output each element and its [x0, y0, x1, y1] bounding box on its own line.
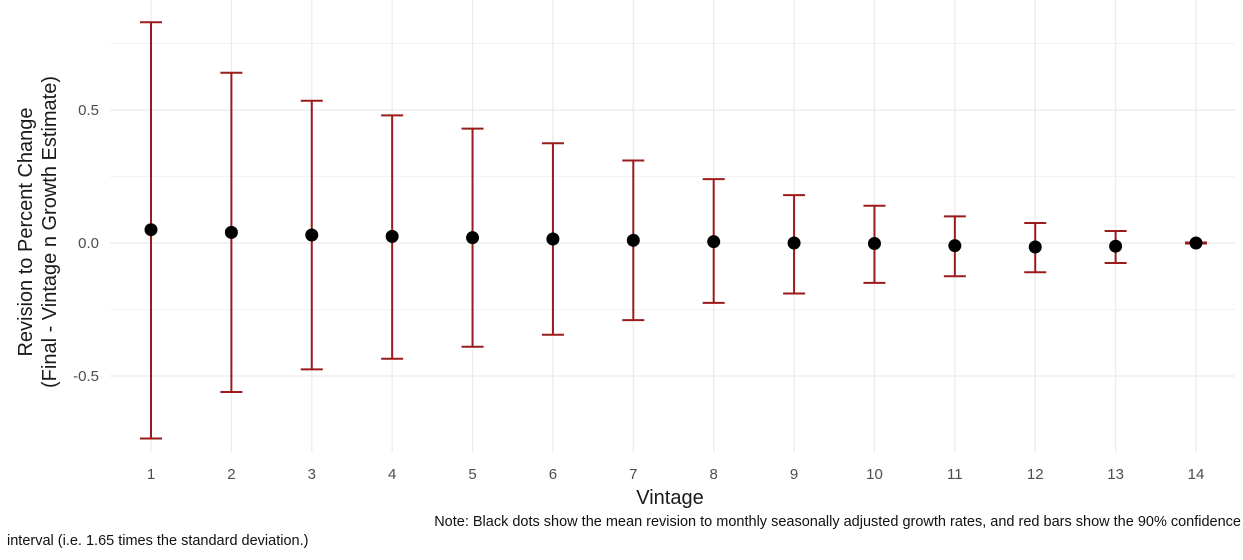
y-axis-label: Revision to Percent Change (Final - Vint…	[15, 76, 61, 388]
mean-point	[626, 233, 640, 247]
mean-point	[787, 236, 801, 250]
mean-point	[305, 228, 319, 242]
mean-point	[1189, 236, 1203, 250]
y-axis-label-line1: Revision to Percent Change	[15, 107, 37, 356]
mean-point	[1109, 239, 1123, 253]
grid-lines	[110, 0, 1235, 452]
mean-point	[867, 237, 881, 251]
y-tick-label: 0.0	[78, 235, 99, 252]
y-tick-labels: -0.5 0.0 0.5	[73, 102, 99, 385]
x-axis-label: Vintage	[636, 487, 703, 509]
y-tick-label: -0.5	[73, 368, 99, 385]
mean-point	[385, 229, 399, 243]
y-axis-label-line2: (Final - Vintage n Growth Estimate)	[39, 76, 61, 388]
x-tick-label: 6	[549, 466, 557, 483]
mean-point	[466, 231, 480, 245]
note-line-2: interval (i.e. 1.65 times the standard d…	[7, 533, 309, 549]
figure-note: Note: Black dots show the mean revision …	[0, 513, 1243, 551]
x-tick-label: 1	[147, 466, 155, 483]
y-tick-label: 0.5	[78, 102, 99, 119]
x-tick-label: 4	[388, 466, 396, 483]
x-tick-label: 12	[1027, 466, 1044, 483]
mean-point	[144, 223, 158, 237]
x-tick-label: 14	[1188, 466, 1205, 483]
mean-point	[1028, 240, 1042, 254]
chart: -0.50.00.5 1 2 3 4 5 6 7 8 9 10 11 12 13 14 Vintage R…	[15, 0, 1235, 509]
x-tick-label: 11	[947, 466, 963, 483]
mean-points	[144, 223, 1203, 254]
x-tick-label: 8	[710, 466, 718, 483]
x-tick-label: 7	[629, 466, 637, 483]
x-tick-label: 2	[227, 466, 235, 483]
mean-point	[707, 235, 721, 249]
x-tick-labels: 1 2 3 4 5 6 7 8 9 10 11 12 13 14	[147, 466, 1205, 483]
x-tick-label: 3	[308, 466, 316, 483]
x-tick-label: 10	[866, 466, 883, 483]
x-tick-label: 13	[1107, 466, 1124, 483]
mean-point	[224, 225, 238, 239]
mean-point	[948, 239, 962, 253]
mean-point	[546, 232, 560, 246]
note-line-1: Note: Black dots show the mean revision …	[434, 514, 1241, 530]
x-tick-label: 9	[790, 466, 798, 483]
x-tick-label: 5	[468, 466, 476, 483]
